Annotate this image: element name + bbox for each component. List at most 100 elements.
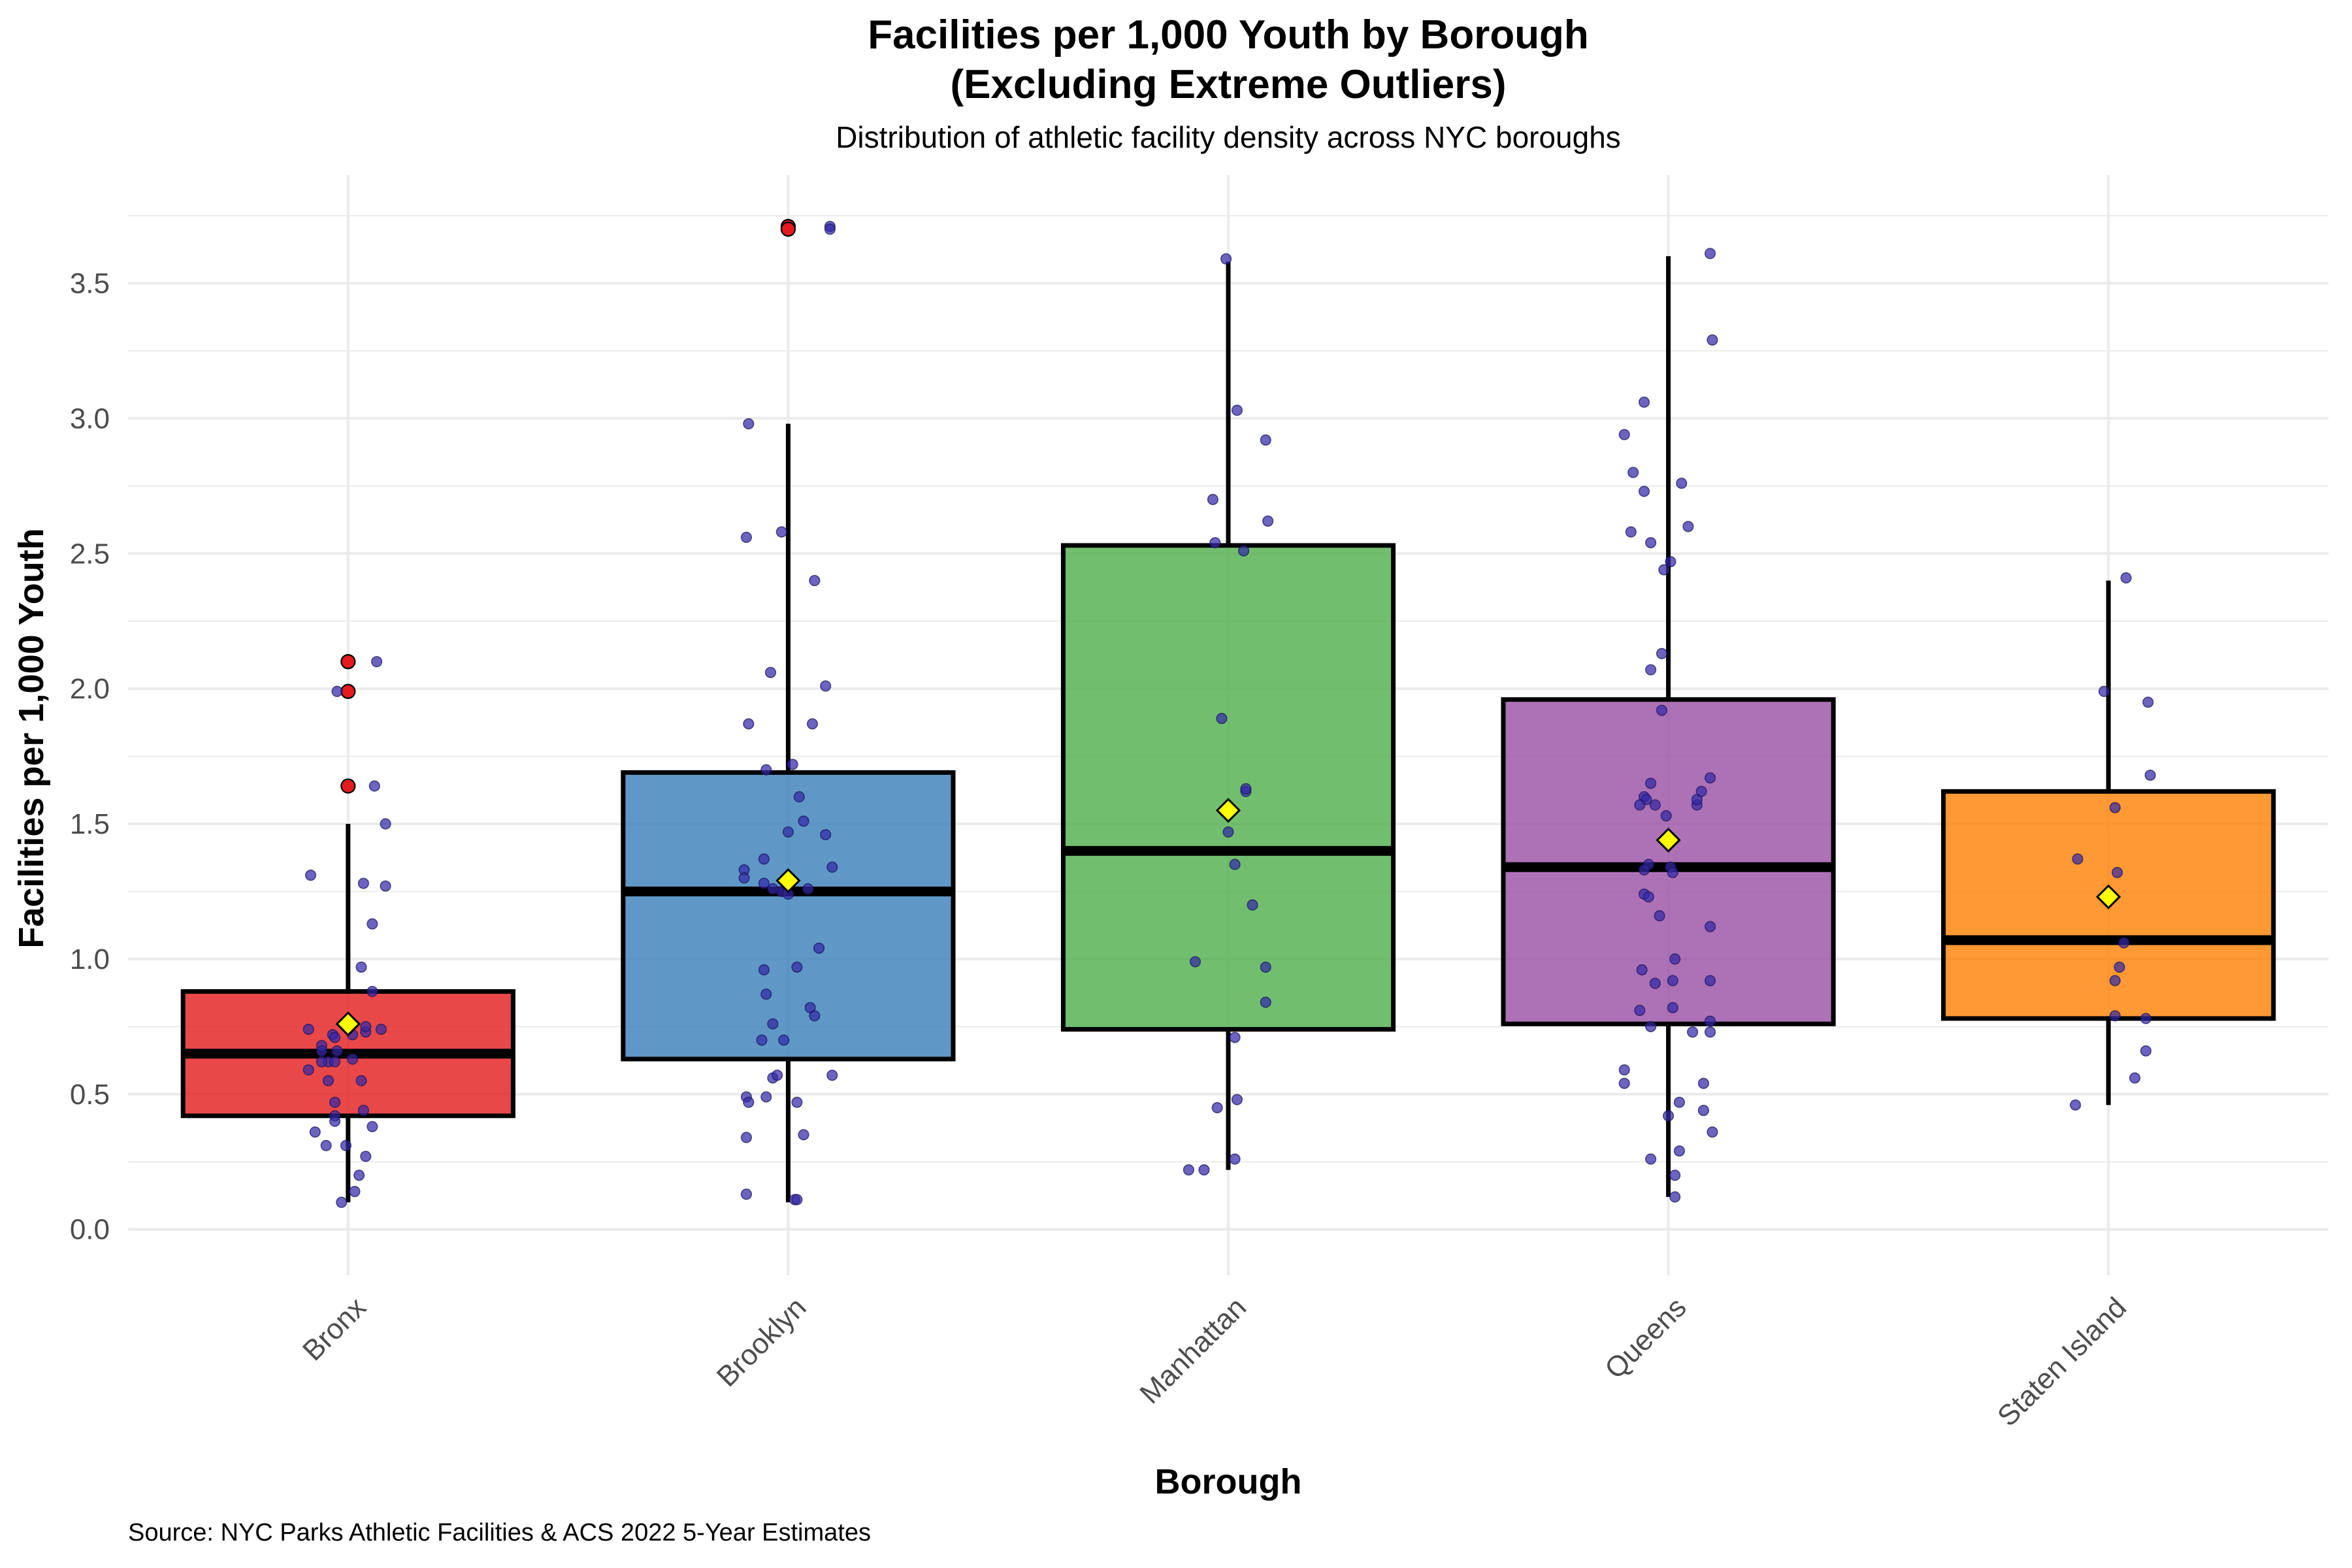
box-group-brooklyn [621, 219, 956, 1205]
data-point [1645, 1021, 1657, 1032]
x-tick-label: Bronx [297, 1291, 372, 1367]
data-point [2109, 802, 2121, 813]
data-point [1665, 556, 1676, 568]
data-point [740, 1188, 753, 1200]
data-point [1642, 891, 1654, 903]
data-point [809, 575, 821, 587]
data-point [820, 828, 832, 841]
data-point [782, 826, 794, 838]
chart-title: Facilities per 1,000 Youth by Borough [868, 12, 1589, 57]
data-point [1260, 996, 1271, 1008]
outlier-point [340, 683, 356, 699]
box-group-bronx [180, 654, 515, 1208]
box-group-staten-island [1941, 572, 2276, 1111]
data-point [322, 1075, 335, 1086]
data-point [738, 872, 750, 884]
data-point [1663, 1110, 1674, 1122]
data-point [1638, 485, 1650, 497]
data-point [329, 1032, 341, 1043]
data-point [1704, 772, 1716, 784]
data-point [1667, 975, 1678, 987]
data-point [743, 718, 755, 730]
data-point [756, 1034, 768, 1046]
data-point [1654, 910, 1665, 922]
y-tick-label: 0.5 [70, 1079, 110, 1111]
data-point [764, 666, 777, 678]
data-point [360, 1151, 372, 1162]
mean-marker [335, 1011, 361, 1037]
data-point [329, 1096, 341, 1108]
y-tick-label: 1.0 [70, 943, 110, 975]
data-point [1618, 1064, 1630, 1076]
data-point [367, 918, 378, 930]
y-tick-label: 0.0 [70, 1214, 110, 1246]
data-point [776, 526, 787, 538]
data-point [1658, 564, 1670, 576]
data-point [1220, 253, 1232, 265]
box [621, 770, 956, 1062]
data-point [1649, 799, 1661, 811]
y-tick-label: 2.0 [70, 673, 110, 705]
data-point [1211, 1102, 1223, 1114]
mean-marker [776, 868, 801, 894]
data-point [826, 1070, 838, 1081]
data-point [2114, 961, 2125, 973]
data-point [1634, 1004, 1646, 1017]
data-point [743, 1096, 755, 1108]
data-point [1697, 1105, 1710, 1117]
data-point [767, 883, 779, 894]
data-point [1656, 704, 1668, 716]
data-point [826, 861, 838, 873]
data-point [2109, 975, 2121, 987]
data-point [771, 1070, 783, 1081]
data-point [802, 883, 814, 894]
data-point [380, 880, 391, 892]
x-tick-label: Staten Island [1991, 1291, 2132, 1432]
data-point [758, 877, 770, 889]
data-point [2112, 866, 2123, 879]
data-point [355, 1075, 367, 1086]
data-point [1618, 1077, 1630, 1089]
y-axis-label: Facilities per 1,000 Youth [12, 528, 51, 948]
data-point [1237, 545, 1250, 557]
data-point [340, 1139, 352, 1151]
data-point [1229, 1153, 1241, 1165]
data-point [793, 791, 805, 803]
data-point [820, 680, 832, 692]
data-point [1260, 434, 1271, 446]
data-point [1645, 664, 1657, 676]
data-point [355, 961, 367, 973]
data-point [791, 1096, 803, 1108]
data-point [2129, 1072, 2141, 1084]
data-point [2072, 853, 2083, 865]
data-point [1669, 953, 1681, 965]
data-point [2140, 1013, 2152, 1024]
data-point [1669, 1191, 1681, 1203]
data-point [2070, 1099, 2082, 1111]
data-point [329, 1115, 341, 1127]
x-tick-label: Queens [1599, 1291, 1693, 1385]
data-point [331, 685, 343, 697]
data-point [1667, 1002, 1678, 1013]
data-point [2144, 769, 2156, 781]
data-point [1247, 899, 1258, 911]
data-point [1198, 1164, 1210, 1176]
data-point [760, 1091, 772, 1103]
chart-caption: Source: NYC Parks Athletic Facilities & … [128, 1519, 871, 1546]
data-point [1618, 429, 1630, 440]
data-point [329, 1056, 341, 1068]
data-point [740, 1132, 753, 1143]
data-point [1656, 647, 1668, 659]
y-tick-label: 1.5 [70, 808, 110, 840]
data-point [1627, 466, 1639, 478]
box-group-manhattan [1060, 253, 1396, 1176]
data-point [1704, 248, 1716, 259]
data-point [380, 818, 391, 830]
data-point [1673, 1145, 1686, 1157]
data-point [798, 815, 809, 827]
data-point [1704, 1026, 1716, 1038]
data-point [349, 1186, 361, 1198]
y-tick-label: 3.0 [70, 402, 110, 434]
data-point [2142, 696, 2154, 708]
